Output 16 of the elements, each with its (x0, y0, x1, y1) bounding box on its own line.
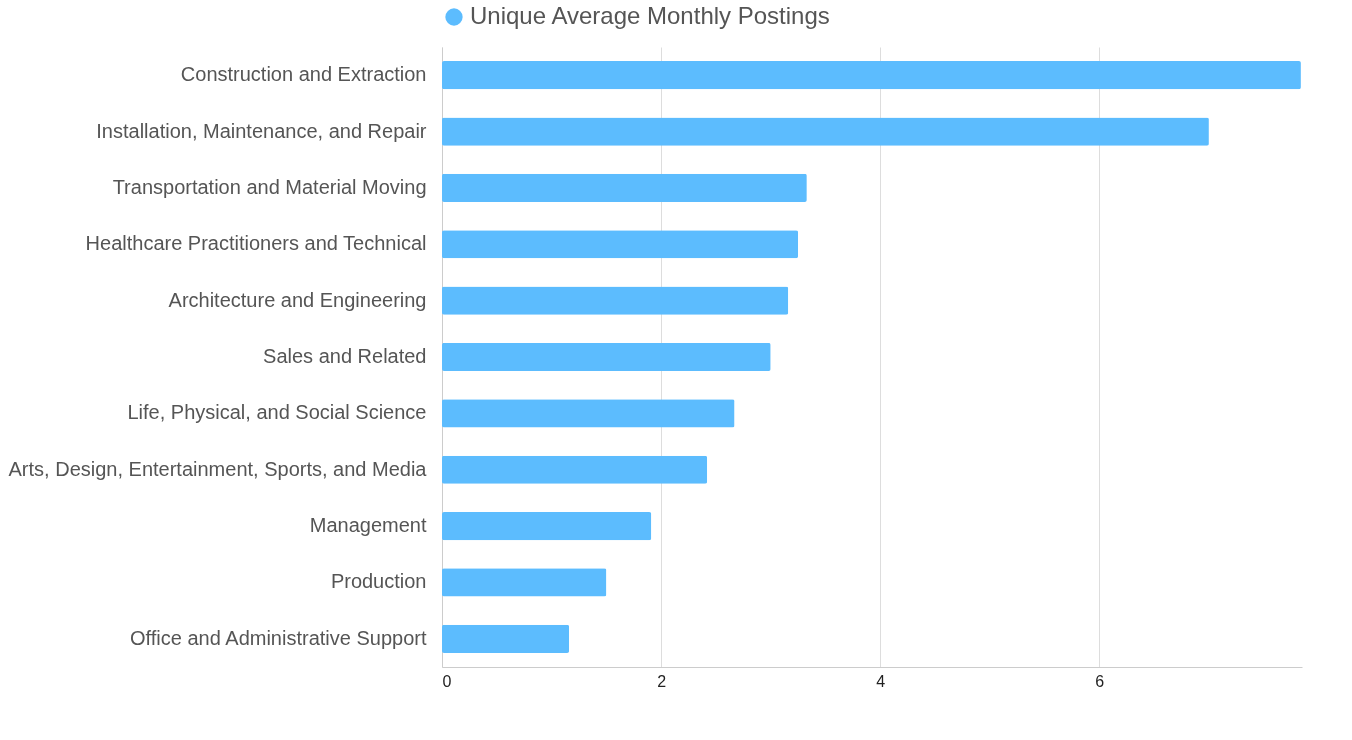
y-tick-label: Life, Physical, and Social Science (127, 401, 427, 424)
y-tick-label: Transportation and Material Moving (112, 175, 427, 198)
y-tick-label: Architecture and Engineering (168, 288, 427, 311)
y-tick-label: Installation, Maintenance, and Repair (96, 119, 427, 142)
y-tick-label: Construction and Extraction (180, 63, 427, 86)
y-tick-label: Healthcare Practitioners and Technical (85, 232, 427, 255)
y-tick-label: Sales and Related (263, 345, 427, 367)
x-tick-label: 4 (876, 672, 886, 690)
y-tick-label: Office and Administrative Support (130, 626, 427, 649)
y-tick-label: Management (309, 514, 427, 537)
y-tick-label: Production (330, 570, 427, 593)
legend-label: Unique Average Monthly Postings (470, 2, 830, 29)
x-tick-label: 6 (1095, 672, 1105, 690)
x-tick-label: 0 (442, 672, 452, 690)
y-tick-label: Arts, Design, Entertainment, Sports, and Media (8, 457, 428, 480)
x-tick-label: 2 (657, 672, 667, 690)
